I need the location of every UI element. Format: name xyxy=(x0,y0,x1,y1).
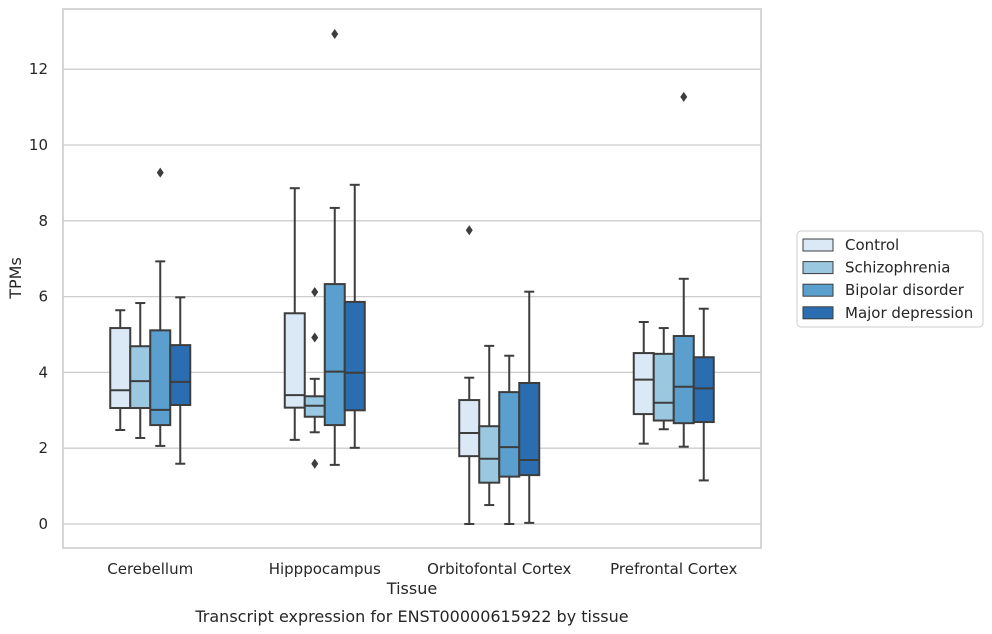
outlier-point xyxy=(156,167,164,178)
box-body xyxy=(478,425,501,484)
x-tick-labels: Cerebellum Hipppocampus Orbitofontal Corte… xyxy=(107,560,737,578)
box-bipolar-disorder-2 xyxy=(498,354,521,525)
box-body xyxy=(343,300,366,412)
y-tick-label: 10 xyxy=(29,136,48,154)
box-major-depression-1 xyxy=(343,183,366,449)
box-major-depression-0 xyxy=(169,296,192,465)
y-tick-label: 6 xyxy=(38,288,48,306)
box-body xyxy=(632,352,655,416)
y-tick-labels: 0 2 4 6 8 10 12 xyxy=(29,60,48,533)
box-schizophrenia-0 xyxy=(129,302,152,439)
outlier-point xyxy=(311,287,319,298)
legend-label: Control xyxy=(845,236,899,254)
x-axis-label: Tissue xyxy=(386,579,437,598)
outlier-point xyxy=(465,225,473,236)
y-tick-label: 12 xyxy=(29,60,48,78)
box-bipolar-disorder-0 xyxy=(149,167,172,447)
box-schizophrenia-3 xyxy=(652,327,675,431)
legend-label: Bipolar disorder xyxy=(845,281,965,299)
box-body xyxy=(109,327,132,410)
box-body xyxy=(323,283,346,427)
box-body xyxy=(498,391,521,478)
box-control-3 xyxy=(632,320,655,445)
legend-swatch xyxy=(802,261,834,275)
figure-caption: Transcript expression for ENST0000061592… xyxy=(194,607,628,626)
legend-frame xyxy=(796,230,984,328)
y-tick-label: 4 xyxy=(38,363,48,381)
box-schizophrenia-1 xyxy=(303,287,326,469)
box-body xyxy=(283,312,306,409)
outlier-point xyxy=(311,458,319,469)
box-control-1 xyxy=(283,187,306,441)
box-body xyxy=(458,399,481,458)
box-major-depression-2 xyxy=(518,290,541,524)
box-body xyxy=(129,345,152,410)
x-tick-label: Orbitofontal Cortex xyxy=(427,560,571,578)
outlier-point xyxy=(311,332,319,343)
box-body xyxy=(169,344,192,406)
outlier-point xyxy=(680,91,688,102)
box-bipolar-disorder-1 xyxy=(323,28,346,466)
y-tick-label: 2 xyxy=(38,439,48,457)
outlier-point xyxy=(331,28,339,39)
x-tick-label: Hipppocampus xyxy=(269,560,381,578)
legend-swatch xyxy=(802,238,834,252)
legend-label: Schizophrenia xyxy=(845,259,950,277)
box-major-depression-3 xyxy=(692,307,715,482)
box-schizophrenia-2 xyxy=(478,344,501,507)
y-axis-label: TPMs xyxy=(6,257,25,300)
y-tick-label: 0 xyxy=(38,515,48,533)
box-bipolar-disorder-3 xyxy=(672,91,695,448)
box-control-2 xyxy=(458,225,481,525)
legend-swatch xyxy=(802,283,834,297)
box-control-0 xyxy=(109,309,132,432)
grid-lines xyxy=(63,68,761,525)
legend-label: Major depression xyxy=(845,304,973,322)
legend: Control Schizophrenia Bipolar disorder Majo… xyxy=(796,230,984,328)
box-plots xyxy=(109,28,715,525)
y-tick-label: 8 xyxy=(38,212,48,230)
x-tick-label: Cerebellum xyxy=(107,560,193,578)
legend-swatch xyxy=(802,306,834,320)
box-body xyxy=(692,356,715,424)
box-body xyxy=(518,382,541,477)
box-body xyxy=(652,352,675,422)
plot-frame xyxy=(62,8,762,549)
box-body xyxy=(672,335,695,425)
x-tick-label: Prefrontal Cortex xyxy=(610,560,737,578)
